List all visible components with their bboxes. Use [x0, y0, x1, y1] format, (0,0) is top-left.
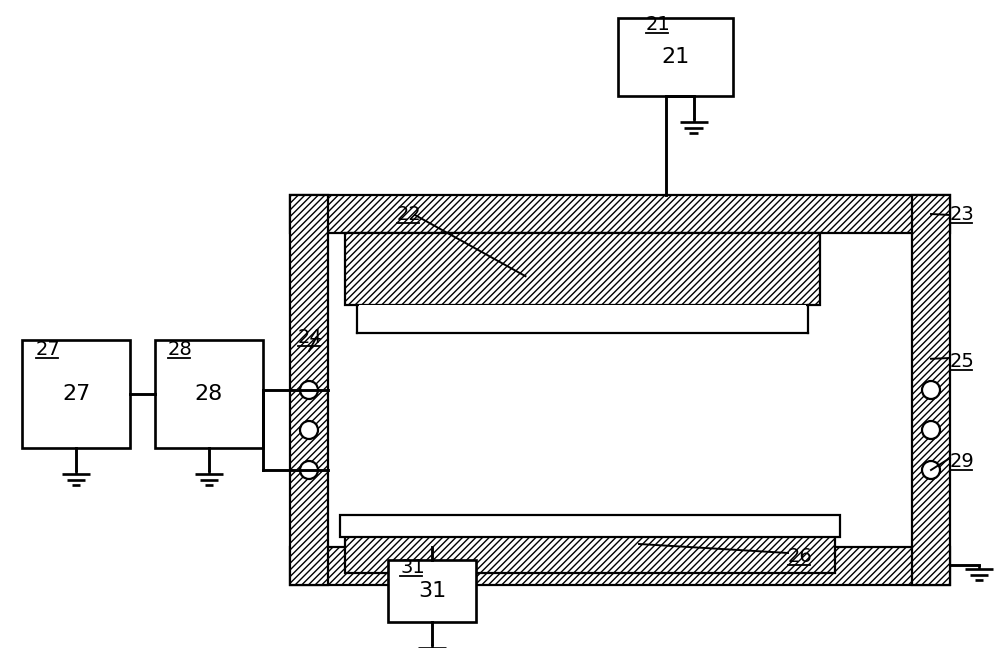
Bar	[345, 533, 835, 573]
Bar	[388, 560, 476, 622]
Circle shape	[300, 421, 318, 439]
Text: 31: 31	[418, 581, 446, 601]
Text: 26: 26	[788, 547, 813, 566]
Text: 23: 23	[950, 205, 975, 224]
Bar	[359, 305, 806, 333]
Text: 29: 29	[950, 452, 975, 471]
Text: 24: 24	[298, 328, 323, 347]
Circle shape	[922, 421, 940, 439]
Bar	[290, 195, 950, 233]
Text: 21: 21	[661, 47, 690, 67]
Circle shape	[922, 461, 940, 479]
Bar	[345, 233, 820, 305]
Text: 27: 27	[36, 340, 61, 359]
Bar	[290, 195, 328, 585]
Bar	[618, 18, 733, 96]
Bar	[290, 547, 950, 585]
Circle shape	[300, 381, 318, 399]
Text: 28: 28	[195, 384, 223, 404]
Bar	[912, 195, 950, 585]
Text: 22: 22	[397, 205, 422, 224]
Text: 25: 25	[950, 352, 975, 371]
Text: 27: 27	[62, 384, 90, 404]
Bar	[155, 340, 263, 448]
Text: 28: 28	[168, 340, 193, 359]
Text: 31: 31	[400, 558, 425, 577]
Bar	[340, 515, 840, 537]
Bar	[328, 233, 912, 547]
Circle shape	[922, 381, 940, 399]
Bar	[22, 340, 130, 448]
Text: 21: 21	[646, 15, 671, 34]
Circle shape	[300, 461, 318, 479]
